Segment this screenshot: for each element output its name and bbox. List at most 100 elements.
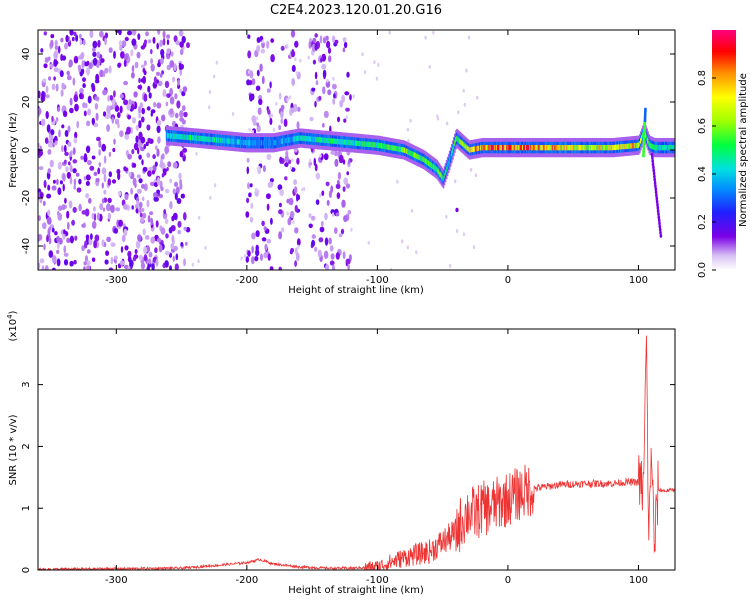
- spectrogram-x-axis-title: Height of straight line (km): [288, 285, 424, 296]
- noise-speckle: [96, 51, 101, 59]
- noise-speckle: [63, 229, 66, 235]
- ridge-core: [484, 145, 486, 151]
- noise-speckle: [90, 233, 93, 240]
- ridge-core: [518, 145, 521, 151]
- spike-mark: [644, 107, 647, 111]
- noise-speckle: [66, 75, 72, 81]
- ridge-core: [442, 176, 445, 182]
- snr-x-ticks: -300 -200 -100 0 100: [105, 329, 648, 586]
- noise-speckle: [179, 48, 184, 56]
- noise-speckle: [191, 262, 195, 267]
- noise-speckle: [49, 159, 54, 168]
- noise-speckle: [312, 59, 316, 65]
- ridge-core: [342, 139, 344, 145]
- ridge-core: [287, 137, 289, 143]
- noise-speckle: [342, 47, 346, 53]
- ridge-core: [261, 140, 263, 146]
- noise-speckle: [101, 167, 107, 175]
- snr-plot-area: [38, 329, 675, 570]
- noise-speckle: [143, 93, 148, 102]
- noise-speckle: [266, 153, 272, 161]
- ridge-core: [330, 138, 333, 144]
- ridge-core: [375, 142, 378, 148]
- noise-speckle: [165, 101, 169, 107]
- ridge-core: [409, 150, 411, 156]
- ridge-core: [505, 145, 507, 151]
- noise-speckle: [88, 197, 92, 204]
- ridge-core: [469, 147, 472, 153]
- noise-speckle: [115, 207, 121, 212]
- ridge-core: [519, 145, 522, 151]
- ridge-core: [527, 145, 529, 151]
- ridge-core: [188, 134, 191, 141]
- noise-speckle: [270, 217, 273, 225]
- noise-speckle: [279, 189, 284, 196]
- noise-speckle: [174, 263, 179, 270]
- noise-speckle: [343, 41, 348, 49]
- noise-speckle: [88, 62, 93, 69]
- ridge-core: [621, 144, 623, 150]
- noise-speckle: [73, 178, 77, 186]
- noise-speckle: [56, 178, 59, 185]
- x-tick-label: -200: [236, 275, 259, 286]
- noise-speckle: [103, 189, 107, 195]
- noise-speckle: [72, 168, 77, 174]
- noise-speckle: [349, 94, 352, 101]
- ridge-core: [523, 145, 525, 151]
- noise-speckle: [315, 199, 320, 206]
- ridge-core: [286, 137, 288, 144]
- noise-speckle: [311, 239, 316, 247]
- noise-speckle: [156, 119, 162, 126]
- noise-speckle: [61, 82, 65, 90]
- ridge-core: [383, 143, 385, 149]
- ridge-core: [598, 145, 600, 151]
- noise-speckle: [424, 35, 427, 40]
- ridge-core: [492, 145, 495, 151]
- ridge-core: [365, 141, 367, 147]
- spike-mark: [642, 146, 645, 149]
- noise-speckle: [318, 95, 322, 101]
- noise-speckle: [137, 33, 141, 40]
- ridge-core: [466, 145, 469, 151]
- ridge-core: [313, 136, 315, 142]
- noise-speckle: [321, 190, 325, 196]
- noise-speckle: [296, 238, 301, 247]
- ridge-core: [182, 134, 185, 140]
- ridge-core: [509, 145, 512, 151]
- noise-speckle: [106, 105, 111, 114]
- spike-mark: [643, 119, 647, 122]
- noise-speckle: [131, 148, 135, 155]
- noise-speckle: [322, 86, 326, 95]
- ridge-core: [327, 138, 330, 144]
- ridge-core: [502, 145, 504, 151]
- noise-speckle: [51, 115, 54, 122]
- noise-speckle: [50, 129, 55, 136]
- noise-speckle: [96, 136, 101, 142]
- ridge-core: [314, 136, 316, 143]
- ridge-core: [631, 143, 634, 149]
- noise-speckle: [73, 137, 78, 144]
- noise-speckle: [46, 216, 52, 225]
- spike-mark: [642, 143, 646, 146]
- ridge-core: [597, 145, 599, 151]
- noise-speckle: [297, 244, 300, 249]
- ridge-core: [516, 145, 519, 151]
- ridge-core: [508, 145, 510, 151]
- noise-speckle: [101, 182, 105, 189]
- noise-speckle: [275, 101, 278, 106]
- noise-speckle: [258, 98, 263, 106]
- spectrogram-y-axis-title: Frequency (Hz): [8, 112, 19, 188]
- ridge-core: [252, 140, 255, 146]
- ridge-core: [337, 138, 339, 145]
- noise-speckle: [59, 70, 64, 78]
- noise-speckle: [174, 181, 178, 187]
- noise-speckle: [178, 172, 182, 180]
- spike-mark: [643, 129, 646, 133]
- noise-speckle: [156, 42, 159, 50]
- noise-speckle: [172, 161, 178, 169]
- noise-speckle: [144, 235, 150, 240]
- ridge-core: [323, 137, 326, 143]
- ridge-core: [341, 139, 343, 145]
- y-tick-label: 0: [21, 567, 32, 573]
- ridge-core: [369, 141, 372, 148]
